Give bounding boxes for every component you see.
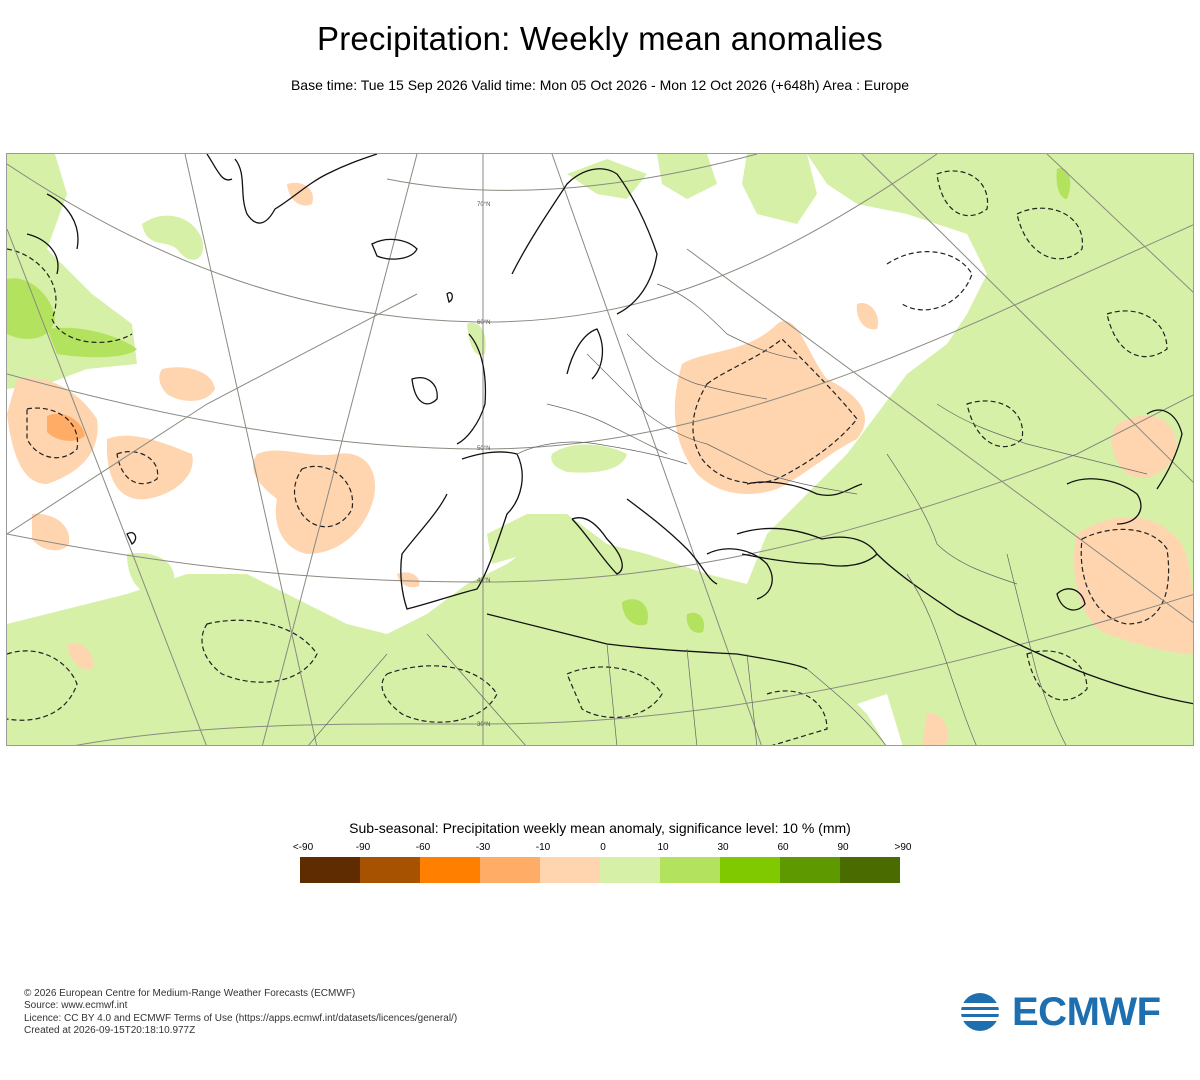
legend-colorbar bbox=[300, 857, 900, 883]
legend-tick-label: 10 bbox=[657, 842, 669, 853]
legend-swatch bbox=[720, 857, 780, 883]
legend-tick-label: >90 bbox=[894, 842, 912, 853]
legend-tick-label: -60 bbox=[415, 842, 431, 853]
lat-label-30: 30°N bbox=[477, 722, 490, 728]
map-panel[interactable]: 70°N 60°N 50°N 40°N 30°N bbox=[6, 153, 1194, 746]
legend-tick-label: 90 bbox=[837, 842, 849, 853]
legend-swatch bbox=[600, 857, 660, 883]
legend-swatch bbox=[300, 857, 360, 883]
legend-swatch bbox=[420, 857, 480, 883]
legend-tick-label: 0 bbox=[600, 842, 606, 853]
ecmwf-logo-icon bbox=[952, 993, 1008, 1031]
lat-label-50: 50°N bbox=[477, 446, 490, 452]
legend-swatch bbox=[360, 857, 420, 883]
page-title: Precipitation: Weekly mean anomalies bbox=[316, 20, 884, 57]
graticule-lines bbox=[7, 154, 1193, 745]
legend-swatch bbox=[660, 857, 720, 883]
legend-tick-label: 30 bbox=[717, 842, 729, 853]
lat-label-60: 60°N bbox=[477, 320, 490, 326]
europe-precipitation-map: 70°N 60°N 50°N 40°N 30°N bbox=[7, 154, 1193, 745]
significance-contours bbox=[7, 170, 1170, 745]
legend-tick-label: -10 bbox=[535, 842, 551, 853]
lat-label-40: 40°N bbox=[477, 578, 490, 584]
wet-anomaly-areas bbox=[7, 154, 1193, 745]
legend-labels: <-90 -90 -60 -30 -10 0 10 30 60 90 >90 bbox=[293, 842, 912, 854]
ecmwf-logo[interactable]: ECMWF bbox=[952, 990, 1182, 1036]
legend-tick-label: <-90 bbox=[292, 842, 314, 853]
lat-label-70: 70°N bbox=[477, 202, 490, 208]
legend-tick-label: 60 bbox=[777, 842, 789, 853]
legend-tick-label: -90 bbox=[355, 842, 371, 853]
page-subtitle: Base time: Tue 15 Sep 2026 Valid time: M… bbox=[290, 77, 910, 93]
legend-swatch bbox=[480, 857, 540, 883]
footer-source: Source: www.ecmwf.int bbox=[24, 1000, 128, 1012]
footer-copyright: © 2026 European Centre for Medium-Range … bbox=[24, 988, 356, 999]
ecmwf-logo-text: ECMWF bbox=[1012, 990, 1161, 1034]
footer: © 2026 European Centre for Medium-Range … bbox=[24, 988, 457, 1037]
coastlines bbox=[26, 154, 1193, 705]
footer-created: Created at 2026-09-15T20:18:10.977Z bbox=[24, 1024, 196, 1036]
strong-dry-anomaly-areas bbox=[47, 413, 85, 441]
latitude-labels: 70°N 60°N 50°N 40°N 30°N bbox=[477, 202, 490, 728]
legend-title: Sub-seasonal: Precipitation weekly mean … bbox=[349, 820, 851, 836]
legend-swatch bbox=[780, 857, 840, 883]
country-borders bbox=[308, 283, 1148, 745]
footer-licence: Licence: CC BY 4.0 and ECMWF Terms of Us… bbox=[24, 1012, 458, 1024]
legend-swatch bbox=[540, 857, 600, 883]
legend-swatch bbox=[840, 857, 900, 883]
legend-tick-label: -30 bbox=[475, 842, 491, 853]
